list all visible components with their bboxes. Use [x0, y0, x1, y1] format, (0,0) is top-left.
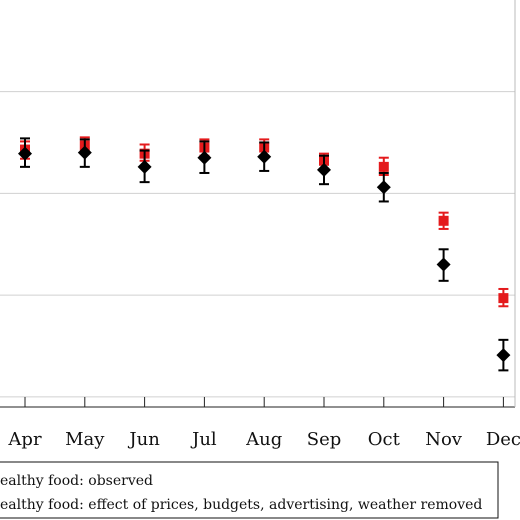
data-point-diamond [376, 180, 391, 195]
data-point-square [498, 293, 509, 304]
data-point-diamond [257, 149, 272, 164]
legend-box [0, 461, 499, 519]
legend-label-observed: ealthy food: observed [0, 473, 153, 489]
legend: ealthy food: observed ealthy food: effec… [0, 461, 499, 519]
x-tick-label: Jun [127, 429, 160, 450]
x-tick-label: May [65, 429, 105, 450]
data-point-diamond [317, 162, 331, 177]
data-point-square [438, 215, 449, 226]
x-tick-label: Oct [368, 429, 401, 450]
data-point-diamond [137, 159, 152, 174]
x-tick-label: Sep [307, 429, 342, 450]
data-point-diamond [197, 150, 212, 165]
x-tick-label: Nov [425, 429, 463, 450]
x-tick-label: Jul [190, 429, 217, 450]
x-tick-labels: Apr May Jun Jul Aug Sep Oct Nov Dec [7, 429, 520, 450]
x-ticks [24, 397, 504, 407]
data-point-diamond [436, 257, 451, 272]
data-point-diamond [18, 146, 32, 161]
grid-lines [0, 91, 515, 398]
series-adjusted [18, 137, 511, 372]
x-tick-label: Apr [7, 429, 42, 450]
x-tick-label: Aug [245, 429, 282, 450]
legend-label-adjusted: ealthy food: effect of prices, budgets, … [0, 497, 482, 513]
data-point-diamond [77, 145, 92, 160]
data-point-square [378, 161, 389, 172]
x-tick-label: Dec [486, 429, 520, 450]
data-marks [18, 136, 511, 372]
data-point-diamond [496, 348, 511, 363]
